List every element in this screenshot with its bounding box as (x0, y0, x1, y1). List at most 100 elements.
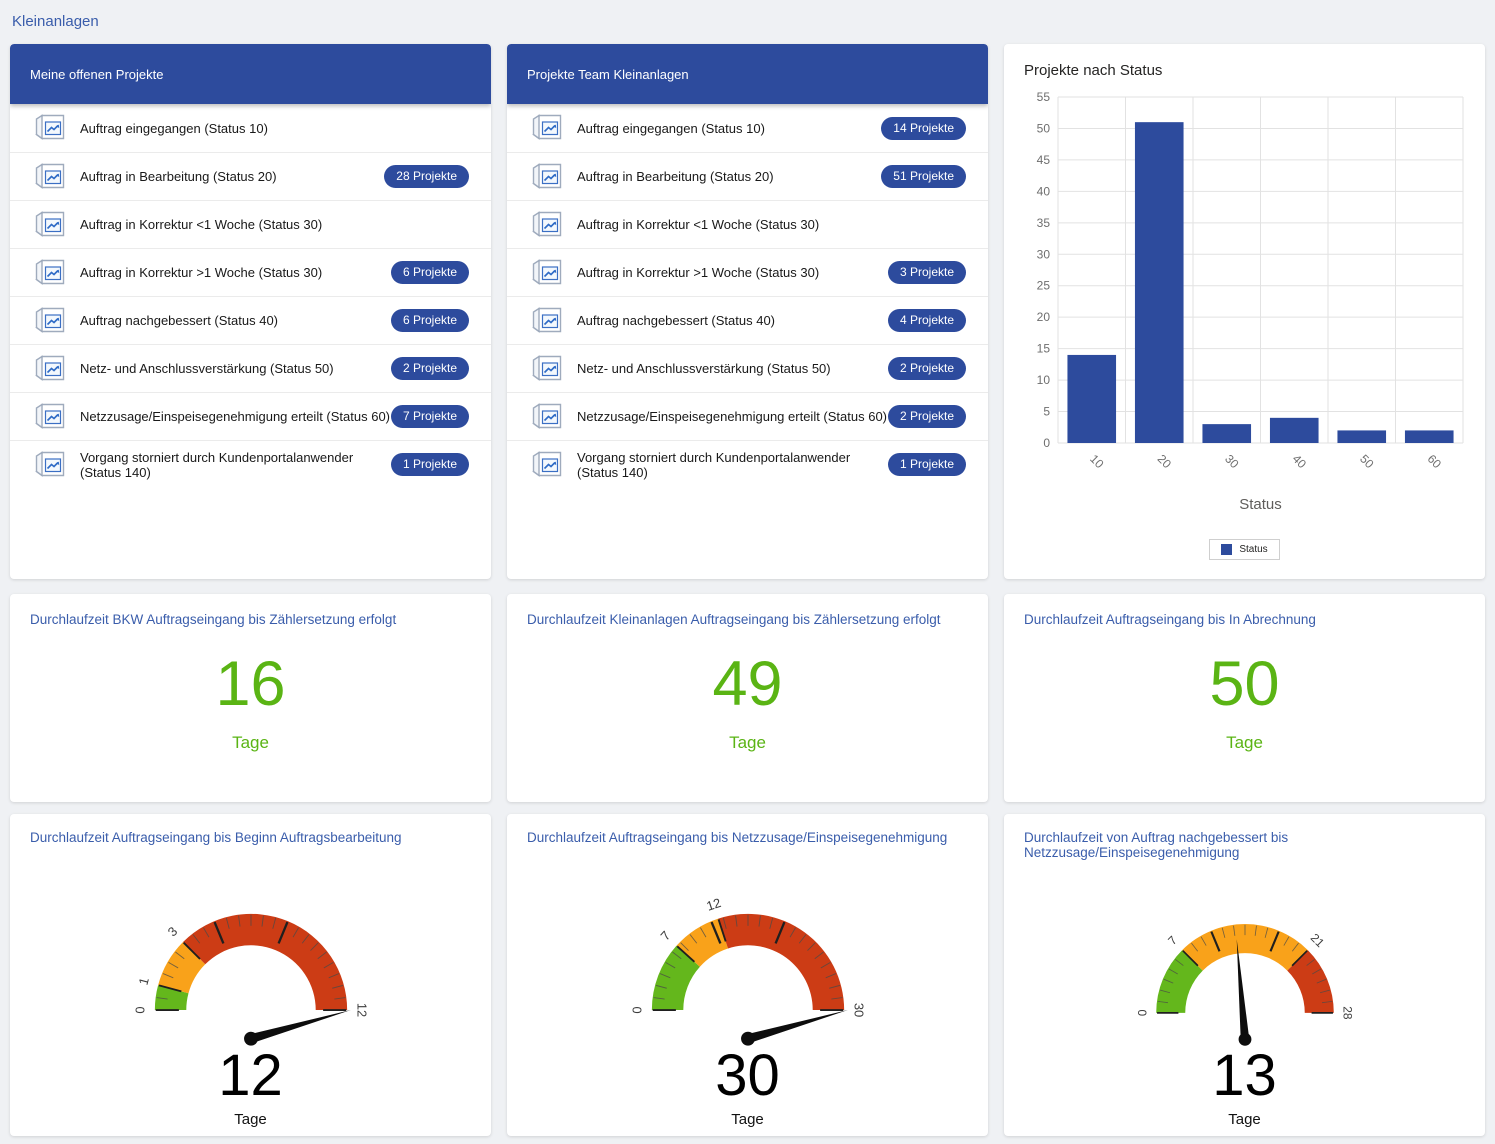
kpi-title: Durchlaufzeit Kleinanlagen Auftragseinga… (527, 612, 941, 627)
kpi-card-in-abrechnung: Durchlaufzeit Auftragseingang bis In Abr… (1004, 594, 1485, 802)
bar-chart-card: Projekte nach Status 0 5 10 15 20 25 30 35 40 45 5… (1004, 44, 1485, 579)
kpi-title: Durchlaufzeit Auftragseingang bis In Abr… (1024, 612, 1316, 627)
svg-text:1: 1 (135, 976, 151, 987)
report-chart-icon (531, 450, 563, 479)
project-list-item[interactable]: Netzzusage/Einspeisegenehmigung erteilt … (10, 392, 491, 440)
project-list-item[interactable]: Auftrag in Bearbeitung (Status 20) 28 Pr… (10, 152, 491, 200)
gauge-unit: Tage (1228, 1111, 1261, 1128)
report-chart-icon (531, 354, 563, 383)
project-item-label: Auftrag in Korrektur >1 Woche (Status 30… (80, 265, 323, 280)
project-list-item[interactable]: Auftrag in Korrektur >1 Woche (Status 30… (507, 248, 988, 296)
project-item-label: Vorgang storniert durch Kundenportalanwe… (80, 449, 354, 480)
legend-swatch (1221, 544, 1233, 555)
projects-by-status-bar-chart[interactable]: 0 5 10 15 20 25 30 35 40 45 50 55 10 20 30 40 50 60 Status (1022, 87, 1467, 537)
report-chart-icon (531, 114, 563, 142)
kpi-value: 16 (215, 648, 286, 719)
panel-header-team-projects: Projekte Team Kleinanlagen (507, 44, 988, 104)
svg-text:30: 30 (1037, 247, 1051, 261)
panel-title: Meine offenen Projekte (30, 66, 164, 82)
panel-team-projects: Projekte Team Kleinanlagen Auftrag einge… (507, 44, 988, 579)
kpi-row: Durchlaufzeit BKW Auftragseingang bis Zä… (10, 594, 1485, 802)
svg-text:35: 35 (1037, 216, 1051, 230)
project-item-label: Auftrag eingegangen (Status 10) (577, 120, 765, 136)
svg-text:Status: Status (1239, 496, 1282, 513)
project-list-item[interactable]: Vorgang storniert durch Kundenportalanwe… (507, 440, 988, 488)
project-list-item[interactable]: Auftrag in Korrektur >1 Woche (Status 30… (10, 248, 491, 296)
svg-text:50: 50 (1037, 121, 1051, 135)
gauge-value: 30 (715, 1043, 780, 1108)
project-item-label: Auftrag nachgebessert (Status 40) (80, 313, 279, 328)
svg-text:10: 10 (1087, 452, 1107, 472)
project-count-badge: 3 Projekte (887, 261, 966, 284)
gauge-chart[interactable]: 0 1 3 12 (31, 851, 471, 1047)
report-chart-icon (34, 210, 66, 239)
svg-text:20: 20 (1037, 310, 1051, 324)
project-list-item[interactable]: Auftrag nachgebessert (Status 40) 6 Proj… (10, 296, 491, 344)
page-title[interactable]: Kleinanlagen (12, 13, 99, 30)
svg-text:0: 0 (1043, 436, 1050, 450)
kpi-body: 16 Tage (30, 627, 471, 792)
project-list-item[interactable]: Netz- und Anschlussverstärkung (Status 5… (10, 344, 491, 392)
report-chart-icon (34, 354, 66, 383)
project-item-label: Auftrag nachgebessert (Status 40) (577, 313, 776, 328)
gauge-chart[interactable]: 0 7 21 28 (1025, 866, 1465, 1047)
gauge-card-netzzusage: Durchlaufzeit Auftragseingang bis Netzzu… (507, 814, 988, 1136)
project-item-label: Netzzusage/Einspeisegenehmigung erteilt … (80, 409, 391, 424)
gauge-title: Durchlaufzeit Auftragseingang bis Beginn… (30, 830, 402, 845)
project-count-badge: 6 Projekte (390, 309, 469, 332)
report-chart-icon (531, 402, 563, 431)
svg-text:40: 40 (1037, 184, 1051, 198)
kpi-value: 49 (712, 648, 783, 719)
gauge-chart[interactable]: 0 7 12 30 (528, 851, 968, 1047)
kpi-body: 49 Tage (527, 627, 968, 792)
svg-text:3: 3 (164, 924, 180, 940)
report-chart-icon (34, 402, 66, 431)
project-list-item[interactable]: Netz- und Anschlussverstärkung (Status 5… (507, 344, 988, 392)
project-count-badge: 2 Projekte (390, 357, 469, 380)
project-list-item[interactable]: Vorgang storniert durch Kundenportalanwe… (10, 440, 491, 488)
report-chart-icon (531, 210, 563, 239)
svg-text:7: 7 (1165, 933, 1180, 948)
project-item-label: Auftrag in Korrektur <1 Woche (Status 30… (577, 217, 820, 232)
gauge-title: Durchlaufzeit von Auftrag nachgebessert … (1024, 830, 1289, 860)
project-list-item[interactable]: Auftrag in Bearbeitung (Status 20) 51 Pr… (507, 152, 988, 200)
svg-text:30: 30 (1222, 452, 1242, 472)
svg-text:50: 50 (1357, 452, 1377, 472)
gauge-title: Durchlaufzeit Auftragseingang bis Netzzu… (527, 830, 948, 845)
project-item-label: Netz- und Anschlussverstärkung (Status 5… (577, 361, 831, 376)
report-chart-icon (34, 306, 66, 335)
svg-text:0: 0 (132, 1006, 147, 1013)
gauge-unit: Tage (731, 1111, 764, 1128)
kpi-unit: Tage (729, 732, 766, 752)
panel-header-my-open-projects: Meine offenen Projekte (10, 44, 491, 104)
svg-text:12: 12 (354, 1003, 369, 1017)
report-chart-icon (531, 258, 563, 287)
svg-text:60: 60 (1425, 452, 1445, 472)
kpi-unit: Tage (1226, 732, 1263, 752)
gauge-card-beginn-auftragsbearbeitung: Durchlaufzeit Auftragseingang bis Beginn… (10, 814, 491, 1136)
report-chart-icon (34, 114, 66, 142)
project-list-item[interactable]: Auftrag in Korrektur <1 Woche (Status 30… (507, 200, 988, 248)
project-item-label: Auftrag eingegangen (Status 10) (80, 120, 268, 136)
project-count-badge: 1 Projekte (390, 453, 469, 476)
project-item-label: Netz- und Anschlussverstärkung (Status 5… (80, 361, 334, 376)
legend-label: Status (1239, 544, 1268, 555)
project-count-badge: 14 Projekte (881, 116, 966, 140)
project-list-item[interactable]: Auftrag eingegangen (Status 10) (10, 104, 491, 152)
svg-text:0: 0 (629, 1006, 644, 1013)
project-item-label: Netzzusage/Einspeisegenehmigung erteilt … (577, 409, 888, 424)
project-count-badge: 4 Projekte (887, 309, 966, 332)
project-list-item[interactable]: Netzzusage/Einspeisegenehmigung erteilt … (507, 392, 988, 440)
top-row: Meine offenen Projekte Auftrag eingegang… (10, 44, 1485, 579)
project-list-item[interactable]: Auftrag eingegangen (Status 10) 14 Proje… (507, 104, 988, 152)
svg-text:21: 21 (1307, 931, 1327, 951)
svg-text:15: 15 (1037, 342, 1051, 356)
panel-title: Projekte Team Kleinanlagen (527, 66, 689, 82)
project-list-item[interactable]: Auftrag nachgebessert (Status 40) 4 Proj… (507, 296, 988, 344)
kpi-unit: Tage (232, 732, 269, 752)
svg-text:7: 7 (657, 928, 673, 943)
project-list-item[interactable]: Auftrag in Korrektur <1 Woche (Status 30… (10, 200, 491, 248)
svg-text:0: 0 (1135, 1009, 1149, 1016)
project-item-label: Auftrag in Korrektur <1 Woche (Status 30… (80, 217, 323, 232)
